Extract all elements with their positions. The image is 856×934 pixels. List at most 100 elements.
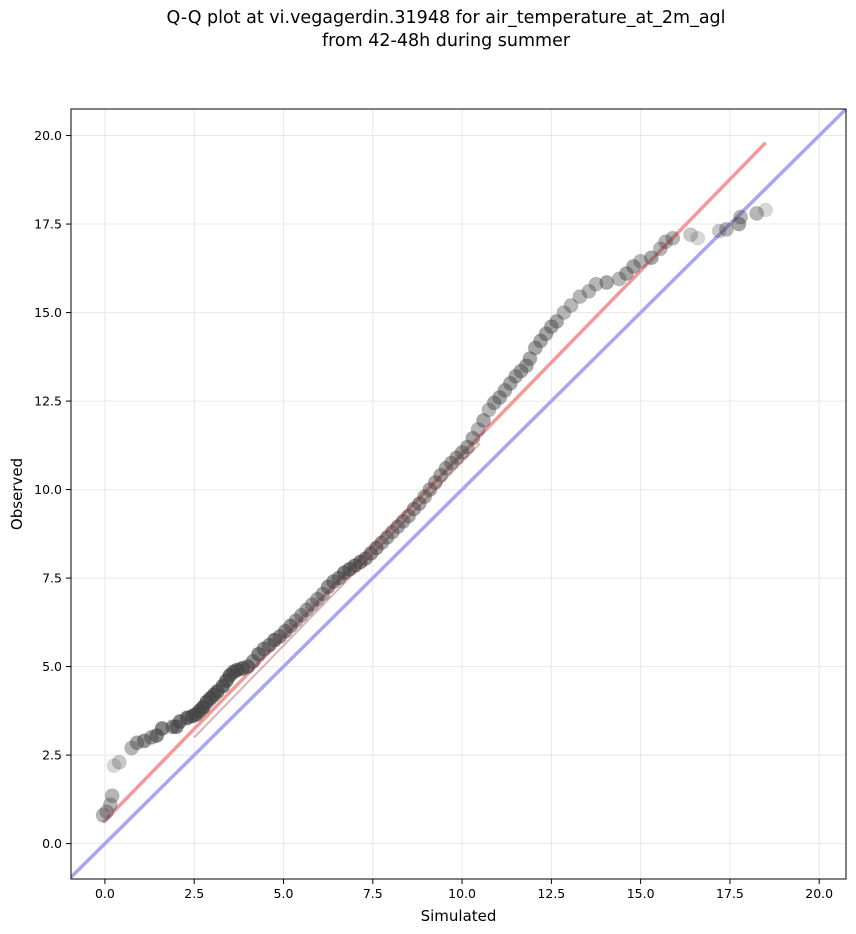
- data-point-66: [433, 467, 449, 483]
- plot-area-frame: [70, 108, 847, 880]
- data-point-88: [549, 313, 565, 329]
- data-point-54: [368, 540, 384, 556]
- x-tick-label-5: 12.5: [537, 886, 565, 901]
- data-point-59: [395, 513, 411, 529]
- data-point-85: [533, 333, 549, 349]
- data-point-41: [299, 602, 315, 618]
- x-tick-label-7: 17.5: [716, 886, 744, 901]
- data-point-43: [309, 591, 325, 607]
- x-tick-label-3: 7.5: [363, 886, 383, 901]
- data-point-56: [379, 529, 395, 545]
- data-points: [95, 202, 774, 823]
- data-point-60: [401, 508, 416, 524]
- data-point-8: [136, 733, 152, 749]
- identity-line: [71, 109, 846, 879]
- data-point-107: [731, 216, 747, 232]
- data-point-71: [459, 439, 475, 455]
- x-tick-label-1: 2.5: [184, 886, 204, 901]
- y-tick-label-8: 20.0: [34, 128, 62, 143]
- data-point-58: [390, 519, 406, 535]
- data-point-109: [749, 205, 765, 221]
- data-point-3: [104, 788, 120, 804]
- fit-line-overlay: [193, 442, 481, 739]
- data-point-5: [111, 754, 127, 770]
- grid-lines: [71, 109, 846, 879]
- data-point-70: [454, 444, 470, 460]
- data-point-105: [711, 223, 727, 239]
- data-point-42: [304, 597, 320, 613]
- x-tick-label-8: 20.0: [805, 886, 833, 901]
- data-point-38: [283, 618, 299, 634]
- data-point-2: [102, 797, 118, 813]
- y-tick-label-5: 12.5: [34, 394, 62, 409]
- reference-lines: [71, 109, 846, 879]
- data-point-61: [406, 501, 422, 517]
- x-tick-label-2: 5.0: [274, 886, 294, 901]
- x-tick-label-6: 15.0: [627, 886, 655, 901]
- data-point-57: [384, 524, 400, 540]
- data-point-92: [581, 283, 597, 299]
- fit-line: [101, 141, 767, 824]
- data-point-72: [465, 430, 481, 446]
- data-point-74: [476, 413, 491, 428]
- data-point-108: [733, 209, 749, 225]
- data-point-63: [417, 489, 433, 505]
- data-point-100: [652, 241, 668, 257]
- y-tick-label-4: 10.0: [34, 482, 62, 497]
- data-point-55: [374, 535, 390, 551]
- data-point-96: [618, 266, 634, 282]
- data-point-78: [497, 382, 513, 398]
- data-point-86: [538, 326, 554, 342]
- x-axis-label: Simulated: [421, 907, 497, 925]
- y-tick-label-0: 0.0: [42, 836, 62, 851]
- data-point-4: [106, 758, 122, 774]
- data-point-95: [611, 271, 627, 287]
- data-point-77: [492, 390, 508, 405]
- data-point-102: [665, 230, 681, 246]
- chart-title-line-1: Q-Q plot at vi.vegagerdin.31948 for air_…: [166, 8, 726, 28]
- y-tick-label-3: 7.5: [42, 571, 62, 586]
- data-point-103: [683, 227, 699, 243]
- data-point-99: [643, 250, 659, 266]
- data-point-69: [449, 450, 465, 466]
- data-point-91: [572, 289, 588, 305]
- data-point-64: [422, 482, 438, 498]
- y-tick-label-2: 5.0: [42, 659, 62, 674]
- data-point-65: [427, 475, 443, 490]
- data-point-93: [588, 276, 604, 292]
- data-point-106: [718, 221, 734, 237]
- data-point-110: [758, 202, 774, 218]
- data-point-83: [522, 351, 538, 367]
- data-point-82: [518, 358, 534, 374]
- x-tick-label-4: 10.0: [448, 886, 476, 901]
- data-point-62: [411, 496, 427, 512]
- data-point-89: [556, 305, 572, 321]
- axis-ticks: 0.0 2.5 5.0 7.5 10.0 12.5 15.0 17.5 20.0 0.0 2.5 5.…: [34, 128, 833, 901]
- data-point-0: [95, 807, 111, 823]
- data-point-67: [438, 460, 454, 476]
- data-point-98: [633, 253, 649, 269]
- data-point-87: [543, 319, 559, 335]
- data-point-101: [658, 234, 674, 250]
- data-point-75: [481, 402, 497, 418]
- y-tick-label-1: 2.5: [42, 748, 62, 763]
- data-point-79: [502, 375, 518, 391]
- x-tick-label-0: 0.0: [95, 886, 115, 901]
- data-point-39: [288, 613, 304, 629]
- data-point-81: [513, 363, 529, 379]
- y-tick-label-7: 17.5: [34, 217, 62, 232]
- data-point-97: [626, 259, 641, 274]
- data-point-68: [443, 455, 459, 471]
- y-tick-label-6: 15.0: [34, 305, 62, 320]
- data-point-80: [508, 368, 524, 384]
- data-point-94: [599, 275, 615, 290]
- data-point-6: [124, 740, 140, 756]
- data-point-76: [486, 395, 502, 411]
- data-point-73: [470, 421, 486, 437]
- y-axis-label: Observed: [8, 458, 26, 530]
- chart-title-line-2: from 42-48h during summer: [321, 31, 571, 51]
- data-point-40: [293, 607, 309, 623]
- data-point-1: [99, 804, 115, 820]
